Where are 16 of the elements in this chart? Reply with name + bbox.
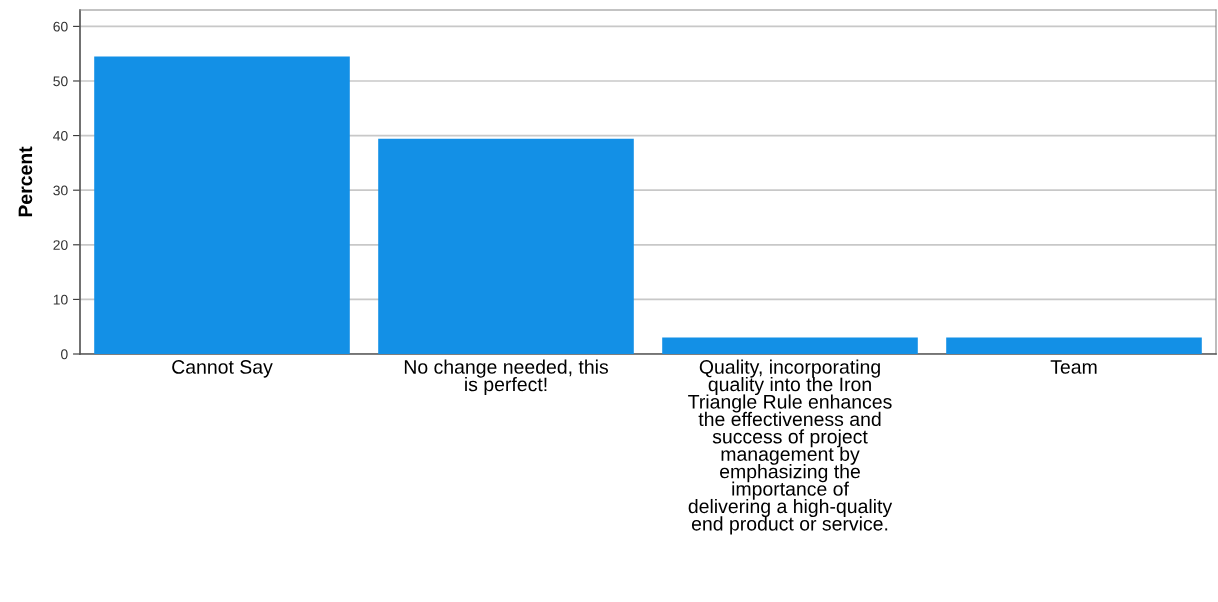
- bar: [94, 56, 350, 354]
- x-tick-label: Cannot Say: [172, 360, 273, 378]
- y-tick-label: 40: [53, 130, 68, 141]
- x-tick-label: No change needed, this is perfect!: [404, 359, 609, 396]
- y-tick-label: 30: [53, 185, 68, 196]
- bar: [662, 337, 918, 354]
- bar: [946, 337, 1202, 354]
- y-tick-label: 20: [53, 240, 68, 250]
- y-tick-label: 60: [53, 21, 68, 32]
- bar: [378, 138, 634, 354]
- y-tick-label: 0: [61, 349, 68, 360]
- category-label: Quality, incorporating quality into the Iron Triangle Rule enhances the effectiveness and success of project management by emphasizing the importance of delivering a high-quality end product or service.: [688, 359, 893, 535]
- y-axis-title: Percent: [18, 146, 33, 217]
- y-tick-label: 50: [53, 76, 68, 87]
- y-tick-label: 10: [53, 294, 68, 305]
- x-tick-label: Team: [1050, 360, 1097, 374]
